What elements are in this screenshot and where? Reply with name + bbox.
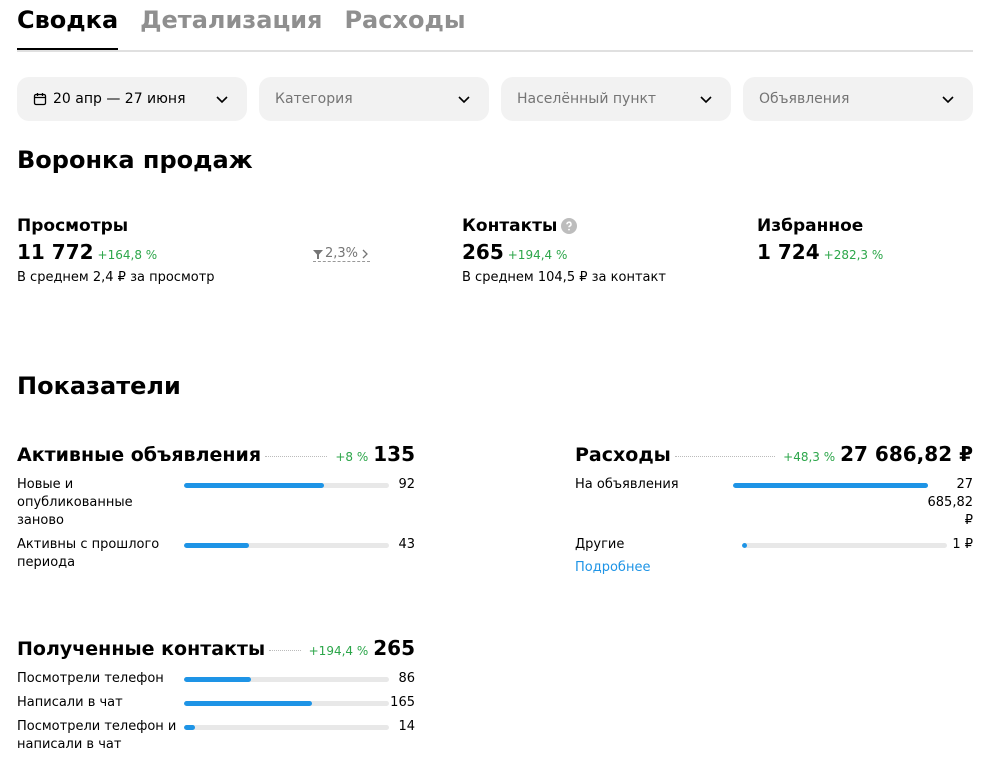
progress-track: [733, 483, 928, 488]
row-label: Новые и опубликованные заново: [17, 477, 133, 528]
progress-track: [184, 483, 389, 488]
filter-label: Категория: [275, 91, 353, 107]
metric-change: +164,8 %: [97, 248, 158, 262]
metric-name: Просмотры: [17, 216, 129, 236]
progress-track: [184, 725, 389, 730]
block-title: Активные объявления: [17, 444, 262, 466]
progress-track: [742, 543, 947, 548]
block-change: +48,3 %: [783, 450, 836, 464]
metric-block: Полученные контакты +194,4 % 265 Посмотрели…: [17, 636, 415, 760]
filter-label: Населённый пункт: [517, 91, 657, 107]
progress-fill: [184, 701, 312, 706]
metric-block: Расходы +48,3 % 27 686,82 ₽ На объявления 27…: [575, 442, 973, 575]
filter-label: 20 апр — 27 июня: [53, 91, 186, 107]
block-title: Полученные контакты: [17, 638, 266, 660]
progress-fill: [184, 543, 250, 548]
filter-dropdown[interactable]: Населённый пункт: [501, 77, 731, 121]
metric-change: +282,3 %: [823, 248, 884, 262]
section-title: Показатели: [17, 372, 181, 400]
block-total: 135: [373, 442, 415, 466]
metric-note: В среднем 2,4 ₽ за просмотр: [17, 270, 215, 285]
metric-value-row: 265 +194,4 %: [462, 240, 666, 264]
metric-name-row: Контакты: [462, 216, 666, 236]
progress-track: [184, 677, 389, 682]
row-label: Написали в чат: [17, 695, 123, 710]
metric-name-row: Избранное: [757, 216, 883, 236]
funnel-item: Просмотры 11 772 +164,8 % В среднем 2,4 ₽ з…: [17, 216, 215, 285]
row-value: 86: [398, 671, 415, 686]
row-value: 43: [398, 537, 415, 552]
funnel-item: Избранное 1 724 +282,3 %: [757, 216, 883, 264]
chevron-icon: [362, 249, 368, 258]
row-label: Другие: [575, 537, 625, 552]
tab-bar: Сводка Детализация Расходы: [17, 4, 973, 52]
filter-dropdown[interactable]: Категория: [259, 77, 489, 121]
help-icon[interactable]: [561, 218, 578, 234]
tab[interactable]: Детализация: [140, 6, 323, 34]
row-value: 165: [390, 695, 415, 710]
row-label: Посмотрели телефон: [17, 671, 164, 686]
metric-value: 11 772: [17, 240, 94, 264]
metric-row: Написали в чат 165: [17, 694, 415, 712]
block-change: +194,4 %: [308, 644, 369, 658]
metric-row: Новые и опубликованные заново 92: [17, 476, 415, 530]
leader: [674, 456, 776, 457]
progress-fill: [742, 543, 747, 548]
block-header: Активные объявления +8 % 135: [17, 442, 415, 466]
progress-fill: [184, 725, 195, 730]
row-label: Активны с прошлого периода: [17, 537, 160, 570]
section-title: Воронка продаж: [17, 146, 253, 174]
metric-name-row: Просмотры: [17, 216, 215, 236]
metric-row: Активны с прошлого периода 43: [17, 536, 415, 572]
conversion-value: 2,3%: [325, 246, 359, 261]
row-value: 1 ₽: [952, 537, 973, 552]
block-total: 265: [373, 636, 415, 660]
progress-fill: [733, 483, 928, 488]
metric-value-row: 1 724 +282,3 %: [757, 240, 883, 264]
metric-name: Избранное: [757, 216, 864, 236]
metric-block: Активные объявления +8 % 135 Новые и опубли…: [17, 442, 415, 578]
row-label: На объявления: [575, 477, 679, 492]
funnel-icon: [313, 249, 323, 259]
progress-track: [184, 543, 389, 548]
block-header: Полученные контакты +194,4 % 265: [17, 636, 415, 660]
metric-value: 1 724: [757, 240, 820, 264]
funnel-item: Контакты 265 +194,4 % В среднем 104,5 ₽ за …: [462, 216, 666, 285]
metric-row: Посмотрели телефон 86: [17, 670, 415, 688]
leader: [265, 456, 328, 457]
row-value: 92: [398, 477, 415, 492]
metric-value-row: 11 772 +164,8 %: [17, 240, 215, 264]
metric-row: Посмотрели телефон и написали в чат 14: [17, 718, 415, 754]
metric-change: +194,4 %: [507, 248, 568, 262]
filter-dropdown[interactable]: Объявления: [743, 77, 973, 121]
row-label: Посмотрели телефон и написали в чат: [17, 719, 177, 752]
progress-track: [184, 701, 389, 706]
metric-value: 265: [462, 240, 504, 264]
block-change: +8 %: [335, 450, 369, 464]
block-title: Расходы: [575, 444, 671, 466]
details-link[interactable]: Подробнее: [575, 560, 651, 575]
tab[interactable]: Сводка: [17, 4, 119, 50]
progress-fill: [184, 677, 251, 682]
row-value: 14: [398, 719, 415, 734]
conversion[interactable]: 2,3%: [313, 246, 371, 262]
block-header: Расходы +48,3 % 27 686,82 ₽: [575, 442, 973, 466]
filter-label: Объявления: [759, 91, 850, 107]
row-value: 27 685,82 ₽: [927, 477, 974, 528]
block-total: 27 686,82 ₽: [840, 442, 973, 466]
metric-row: На объявления 27 685,82 ₽: [575, 476, 973, 530]
progress-fill: [184, 483, 324, 488]
metric-name: Контакты: [462, 216, 558, 236]
filter-dropdown[interactable]: 20 апр — 27 июня: [17, 77, 247, 121]
tab[interactable]: Расходы: [344, 6, 466, 34]
leader: [269, 650, 301, 651]
metric-note: В среднем 104,5 ₽ за контакт: [462, 270, 666, 285]
metric-row: Другие 1 ₽: [575, 536, 973, 554]
